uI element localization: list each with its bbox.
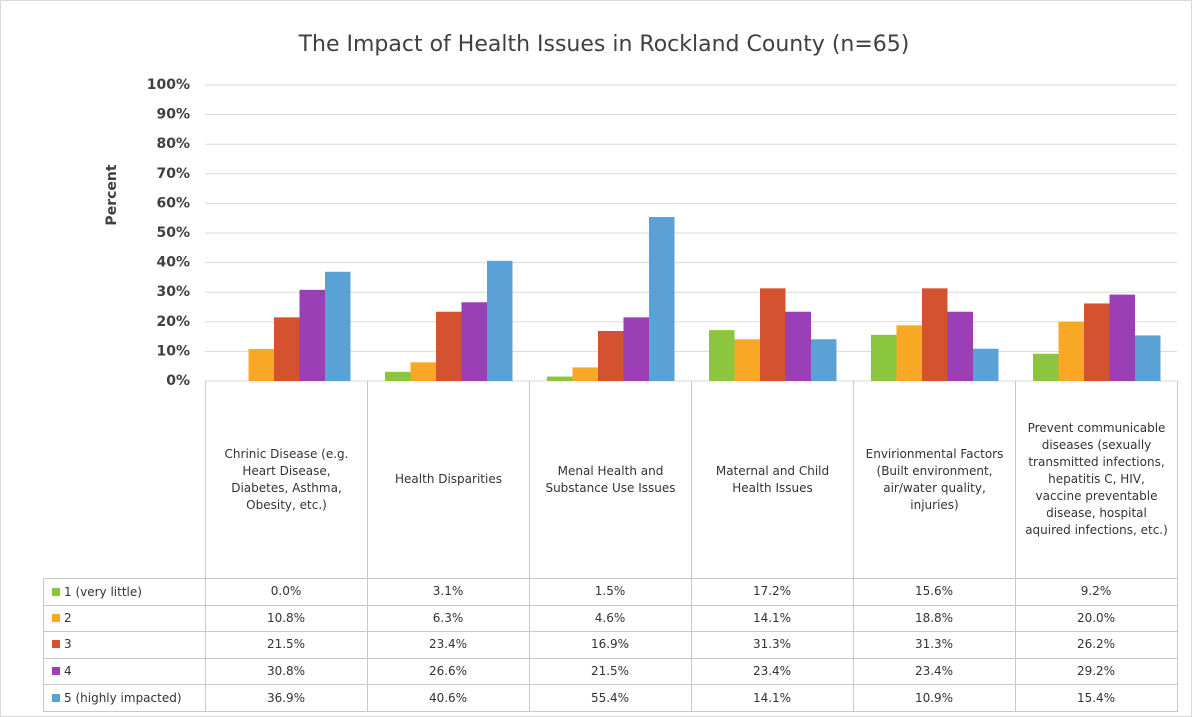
y-tick-label: 20% (156, 314, 190, 330)
category-label: Menal Health and Substance Use Issues (529, 381, 692, 579)
category-label: Health Disparities (367, 381, 530, 579)
data-cell: 23.4% (367, 631, 530, 659)
legend-entry: 4 (43, 657, 206, 686)
bar (896, 325, 922, 381)
y-tick-label: 90% (156, 107, 190, 123)
data-cell: 31.3% (853, 631, 1016, 659)
bar (547, 376, 573, 381)
data-cell: 16.9% (529, 631, 692, 659)
bar (598, 330, 624, 381)
y-tick-label: 70% (156, 166, 190, 182)
data-cell: 30.8% (205, 657, 368, 686)
data-cell: 40.6% (367, 684, 530, 712)
bar (274, 317, 300, 381)
data-cell: 0.0% (205, 578, 368, 606)
bar (487, 260, 513, 381)
bar (572, 367, 598, 381)
data-cell: 26.6% (367, 657, 530, 686)
bar (325, 271, 351, 381)
y-tick-label: 30% (156, 284, 190, 300)
data-cell: 21.5% (205, 631, 368, 659)
legend-entry: 2 (43, 604, 206, 633)
data-cell: 26.2% (1015, 631, 1178, 659)
y-axis-title: Percent (104, 164, 120, 225)
y-tick-label: 10% (156, 343, 190, 359)
data-cell: 1.5% (529, 578, 692, 606)
data-cell: 23.4% (853, 657, 1016, 686)
bar (1135, 335, 1161, 381)
bar (922, 288, 948, 381)
data-cell: 4.6% (529, 604, 692, 633)
y-tick-label: 100% (147, 77, 190, 93)
data-cell: 14.1% (691, 604, 854, 633)
legend-label: 5 (highly impacted) (64, 690, 182, 705)
data-cell: 6.3% (367, 604, 530, 633)
data-cell: 29.2% (1015, 657, 1178, 686)
y-tick-label: 60% (156, 195, 190, 211)
data-cell: 31.3% (691, 631, 854, 659)
bar (1033, 353, 1059, 381)
legend-key (52, 613, 60, 622)
legend-label: 4 (64, 664, 72, 679)
bar (623, 317, 649, 381)
data-cell: 15.6% (853, 578, 1016, 606)
legend-entry: 3 (43, 631, 206, 659)
data-cell: 55.4% (529, 684, 692, 712)
y-tick-label: 80% (156, 136, 190, 152)
category-label: Prevent communicable diseases (sexually … (1015, 381, 1178, 579)
bar (1084, 303, 1110, 381)
bar (947, 311, 973, 381)
legend-entry: 5 (highly impacted) (43, 684, 206, 712)
bar (436, 311, 462, 381)
data-cell: 20.0% (1015, 604, 1178, 633)
bar (410, 362, 436, 381)
data-cell: 10.9% (853, 684, 1016, 712)
y-tick-label: 0% (166, 373, 190, 389)
bar (649, 217, 675, 381)
bar (785, 311, 811, 381)
chart-title: The Impact of Health Issues in Rockland … (298, 32, 910, 57)
bar (871, 334, 897, 381)
data-cell: 10.8% (205, 604, 368, 633)
y-tick-label: 50% (156, 225, 190, 241)
legend-key (52, 587, 60, 596)
bar (709, 330, 735, 381)
bar (1109, 294, 1135, 381)
category-label: Maternal and Child Health Issues (691, 381, 854, 579)
bar (973, 348, 999, 381)
legend-key (52, 667, 60, 676)
legend-label: 3 (64, 637, 72, 652)
y-tick-label: 40% (156, 255, 190, 271)
bar (461, 302, 487, 381)
data-cell: 15.4% (1015, 684, 1178, 712)
bar (385, 371, 411, 381)
legend-key (52, 693, 60, 702)
bar (1058, 321, 1084, 381)
data-cell: 14.1% (691, 684, 854, 712)
bar (734, 339, 760, 381)
data-cell: 18.8% (853, 604, 1016, 633)
data-cell: 36.9% (205, 684, 368, 712)
bar (760, 288, 786, 381)
data-cell: 3.1% (367, 578, 530, 606)
bar (299, 289, 325, 381)
data-cell: 9.2% (1015, 578, 1178, 606)
legend-label: 2 (64, 610, 72, 625)
legend-label: 1 (very little) (64, 584, 142, 599)
legend-key (52, 640, 60, 649)
legend-entry: 1 (very little) (43, 578, 206, 606)
bar (248, 349, 274, 381)
data-cell: 21.5% (529, 657, 692, 686)
category-label: Envirionmental Factors (Built environmen… (853, 381, 1016, 579)
bar (811, 339, 837, 381)
data-cell: 17.2% (691, 578, 854, 606)
data-cell: 23.4% (691, 657, 854, 686)
category-label: Chrinic Disease (e.g. Heart Disease, Dia… (205, 381, 368, 579)
